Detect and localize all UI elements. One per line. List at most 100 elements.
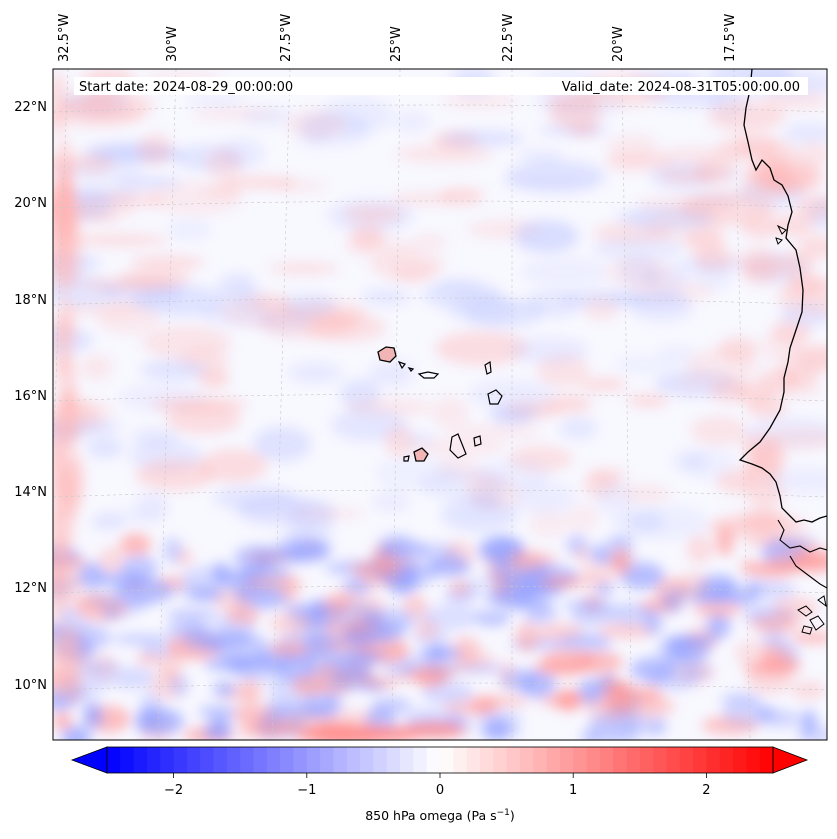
field-blob [238,721,299,738]
field-blob [786,272,827,297]
field-blob [559,633,610,648]
field-blob [626,393,669,408]
colorbar-segment [293,747,308,773]
field-blob [630,293,693,322]
colorbar-segment [107,747,121,773]
colorbar-segment [453,747,468,773]
field-blob [250,292,291,312]
field-blob [693,601,742,617]
field-blob [137,133,173,166]
field-blob [359,676,401,688]
field-blob [98,547,126,574]
field-blob [578,377,627,392]
colorbar-segment [586,747,601,773]
colorbar-segment [280,747,294,773]
field-blob [685,229,726,254]
field-blob [520,258,609,286]
field-blob [500,668,539,691]
parallel-line [53,297,827,306]
fogo-island [413,447,429,462]
field-blob [566,504,599,533]
africa-coastline [738,69,827,523]
field-blob [532,604,558,623]
field-blob [135,459,215,491]
field-blob [689,191,740,206]
meridian-line [157,69,177,740]
field-blob [716,527,735,557]
africa-coast-inlet [777,519,827,553]
date-box [74,77,808,95]
field-blob [421,681,474,706]
field-blob [238,495,336,529]
field-blob [796,726,827,740]
field-blob [135,492,169,519]
field-blob [91,515,124,531]
field-blob [268,262,339,276]
field-blob [86,437,124,458]
colorbar-segment [719,747,734,773]
field-blob [733,592,754,606]
field-blob [277,699,322,715]
valid-date-text: Valid_date: 2024-08-31T05:00:00.00 [562,80,800,95]
field-blob [606,133,659,162]
field-blob [447,424,542,439]
colorbar-segment [493,747,508,773]
colorbar-segment [559,747,574,773]
field-blob [348,563,398,574]
colorbar-segment [479,747,494,773]
field-blob [391,262,435,284]
field-blob [273,535,332,565]
field-blob [435,330,529,366]
colorbar-min-arrow [70,746,108,774]
field-blob [285,110,347,139]
field-blobs [53,69,827,740]
field-blob [483,588,533,603]
lon-label-25w: 25°W [389,26,404,62]
field-blob [491,409,534,426]
omega-field [53,69,827,740]
field-blob [372,490,410,513]
field-blob [708,378,749,403]
field-blob [53,627,67,699]
lon-label-32-5w: 32.5°W [57,14,72,62]
sao-nicolau-island [417,371,440,379]
field-blob [165,607,220,622]
colorbar-max-arrow [772,746,809,774]
field-blob [749,562,806,574]
longitude-labels: 32.5°W 30°W 27.5°W 25°W 22.5°W 20°W 17.5… [57,14,738,62]
colorbar-segment [240,747,255,773]
field-blob [150,397,248,413]
field-blob [60,461,81,522]
field-blob [168,219,212,240]
field-blob [762,91,827,111]
field-blob [271,178,328,194]
field-blob [288,362,343,384]
parallel-line [53,200,827,209]
field-blob [402,430,436,448]
colorbar-segment [173,747,188,773]
colorbar-segment [679,747,694,773]
lat-label-22n: 22°N [14,100,47,115]
field-blob [395,144,493,164]
map-frame [52,68,828,741]
sal-island [484,360,492,375]
field-blob [457,663,505,674]
colorbar-tick-label: −2 [164,783,183,798]
parallel-line [53,393,827,402]
field-blob [269,641,312,657]
field-blob [743,506,784,531]
colorbar-segment [440,747,454,773]
parallel-line [53,489,827,498]
field-blob [774,252,815,277]
field-blob [779,362,820,387]
field-blob [130,427,179,448]
field-blob [515,622,540,652]
field-blob [514,220,578,252]
field-blob [659,589,685,614]
colorbar-ticks: −2 −1 0 1 2 [164,773,711,798]
field-blob [69,233,169,247]
field-blob [647,664,701,691]
field-blob [791,632,827,644]
field-blob [212,681,237,698]
